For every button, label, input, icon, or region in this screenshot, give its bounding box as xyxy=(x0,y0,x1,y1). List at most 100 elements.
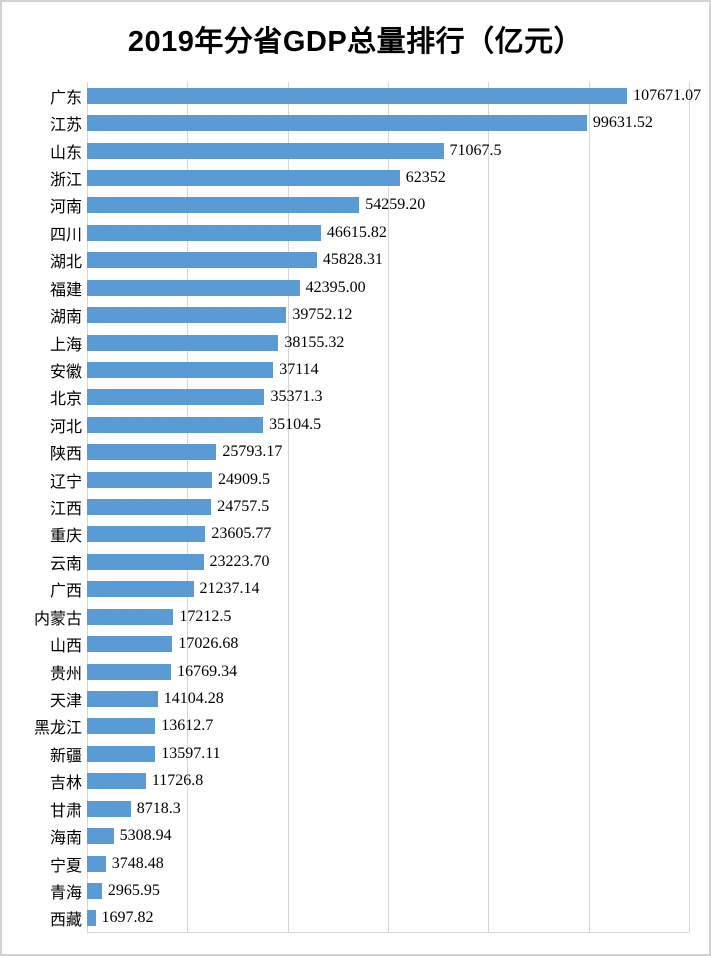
bar-row: 江西 24757.5 xyxy=(50,493,689,520)
category-label: 广西 xyxy=(49,583,82,601)
value-label: 13612.7 xyxy=(161,717,214,735)
bar-rows: 广东 107671.07 江苏 99631.52 山东 71067.5 浙江 62352 河南 5… xyxy=(34,82,701,932)
bar-row: 河南 54259.20 xyxy=(50,192,689,219)
category-label: 河北 xyxy=(49,418,82,436)
value-label: 21237.14 xyxy=(199,580,260,598)
bar-row: 海南 5308.94 xyxy=(50,822,689,849)
bar xyxy=(87,800,131,817)
category-label: 江苏 xyxy=(49,117,82,135)
category-label: 吉林 xyxy=(49,775,82,793)
bar xyxy=(87,526,206,543)
category-label: 宁夏 xyxy=(49,857,82,875)
category-label: 辽宁 xyxy=(49,473,82,491)
value-label: 1697.82 xyxy=(101,909,154,927)
gridline xyxy=(388,82,389,932)
bar-row: 贵州 16769.34 xyxy=(50,658,689,685)
category-label: 湖北 xyxy=(49,254,82,272)
bar-row: 甘肃 8718.3 xyxy=(50,795,689,822)
value-label: 35104.5 xyxy=(269,415,322,433)
bar-row: 重庆 23605.77 xyxy=(50,521,689,548)
value-label: 23223.70 xyxy=(209,552,270,570)
category-label: 重庆 xyxy=(49,528,82,546)
gridline xyxy=(588,82,590,932)
category-label: 浙江 xyxy=(49,171,82,189)
value-label: 14104.28 xyxy=(163,689,224,707)
bar-row: 广西 21237.14 xyxy=(50,576,689,603)
value-label: 71067.5 xyxy=(449,141,502,159)
value-label: 99631.52 xyxy=(592,114,653,132)
bar-row: 四川 46615.82 xyxy=(50,219,689,246)
bar xyxy=(87,252,317,269)
bar-row: 广东 107671.07 xyxy=(50,82,701,109)
bar xyxy=(87,745,156,762)
value-label: 39752.12 xyxy=(292,306,353,324)
category-label: 青海 xyxy=(49,884,82,902)
bar xyxy=(87,142,444,159)
value-label: 24757.5 xyxy=(217,498,270,516)
bar xyxy=(87,718,156,735)
bar-row: 湖南 39752.12 xyxy=(50,301,689,328)
value-label: 8718.3 xyxy=(136,799,181,817)
value-label: 24909.5 xyxy=(217,470,270,488)
category-label: 四川 xyxy=(49,226,82,244)
category-label: 陕西 xyxy=(49,446,82,464)
value-label: 42395.00 xyxy=(305,278,366,296)
gridline xyxy=(488,82,490,932)
value-label: 107671.07 xyxy=(633,86,702,104)
value-label: 13597.11 xyxy=(161,744,221,762)
bar-row: 云南 23223.70 xyxy=(50,548,689,575)
bar-row: 河北 35104.5 xyxy=(50,411,689,438)
bar xyxy=(87,115,587,132)
bar xyxy=(87,444,217,461)
bar-row: 宁夏 3748.48 xyxy=(50,850,689,877)
category-label: 山东 xyxy=(49,144,82,162)
bar xyxy=(87,361,274,378)
value-label: 11726.8 xyxy=(151,772,204,790)
bar-row: 西藏 1697.82 xyxy=(50,905,689,932)
value-label: 62352 xyxy=(405,168,446,186)
bar xyxy=(87,636,173,653)
plot-area: 广东 107671.07 江苏 99631.52 山东 71067.5 浙江 62352 河南 5… xyxy=(34,82,701,933)
bar xyxy=(87,855,106,872)
bar xyxy=(87,581,194,598)
bar-row: 陕西 25793.17 xyxy=(50,438,689,465)
bar xyxy=(87,169,400,186)
gridline xyxy=(689,82,690,932)
chart-title: 2019年分省GDP总量排行（亿元） xyxy=(127,26,584,58)
bar-row: 辽宁 24909.5 xyxy=(50,466,689,493)
bar xyxy=(87,224,321,241)
bar xyxy=(87,499,212,516)
value-label: 25793.17 xyxy=(222,443,283,461)
bar xyxy=(87,389,265,406)
value-label: 46615.82 xyxy=(326,223,387,241)
category-label: 安徽 xyxy=(49,363,82,381)
bar xyxy=(87,471,212,488)
bar xyxy=(87,87,628,104)
bar-row: 内蒙古 17212.5 xyxy=(34,603,689,630)
bar xyxy=(87,910,96,927)
bar xyxy=(87,828,114,845)
category-label: 内蒙古 xyxy=(33,610,82,628)
value-label: 17212.5 xyxy=(179,607,232,625)
bar-row: 浙江 62352 xyxy=(50,164,689,191)
category-label: 北京 xyxy=(49,391,82,409)
bar-row: 黑龙江 13612.7 xyxy=(34,713,689,740)
value-label: 45828.31 xyxy=(322,251,383,269)
value-label: 3748.48 xyxy=(111,854,164,872)
bar xyxy=(87,553,204,570)
bar xyxy=(87,773,146,790)
category-label: 江西 xyxy=(49,501,82,519)
category-label: 新疆 xyxy=(49,747,82,765)
bar xyxy=(87,197,360,214)
bar-row: 吉林 11726.8 xyxy=(50,768,689,795)
category-label: 天津 xyxy=(49,692,82,710)
category-label: 山西 xyxy=(49,638,82,656)
value-label: 35371.3 xyxy=(270,388,323,406)
category-label: 西藏 xyxy=(49,912,82,930)
bar-row: 湖北 45828.31 xyxy=(50,247,689,274)
bar xyxy=(87,334,279,351)
category-label: 河南 xyxy=(49,199,82,217)
bar-row: 上海 38155.32 xyxy=(50,329,689,356)
bar-row: 天津 14104.28 xyxy=(50,685,689,712)
